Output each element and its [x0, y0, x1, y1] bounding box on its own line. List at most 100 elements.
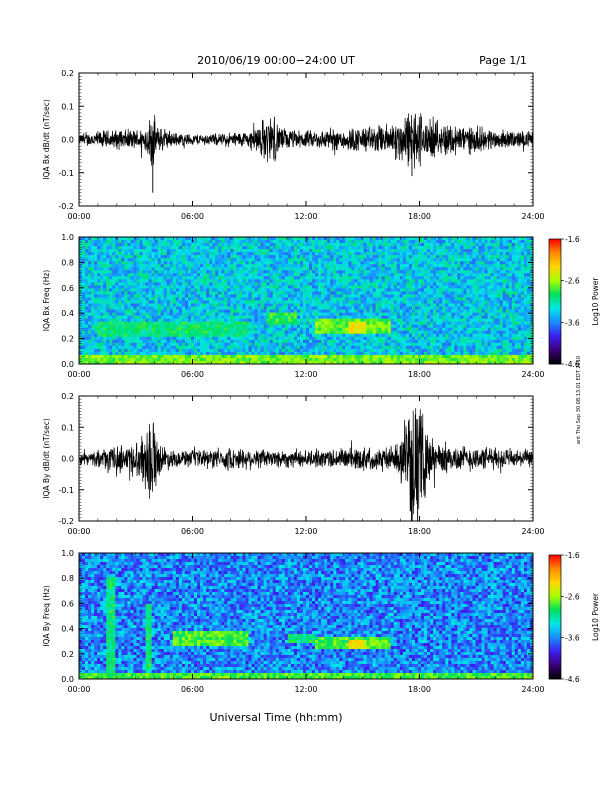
spectrogram-cell — [375, 279, 379, 283]
spectrogram-cell — [154, 357, 158, 362]
spectrogram-cell — [88, 354, 92, 359]
spectrogram-cell — [85, 237, 89, 241]
spectrogram-cell — [424, 339, 428, 344]
spectrogram-cell — [145, 312, 149, 316]
spectrogram-cell — [82, 294, 86, 298]
spectrogram-cell — [417, 333, 422, 338]
spectrogram-cell — [230, 297, 234, 301]
spectrogram-cell — [348, 315, 352, 319]
spectrogram-cell — [260, 312, 264, 316]
spectrogram-cell — [124, 279, 128, 283]
spectrogram-cell — [321, 267, 325, 271]
spectrogram-cell — [218, 342, 222, 347]
spectrogram-cell — [203, 351, 207, 356]
spectrogram-cell — [275, 309, 280, 313]
spectrogram-cell — [109, 309, 113, 313]
spectrogram-cell — [163, 306, 168, 310]
spectrogram-cell — [203, 312, 207, 316]
spectrogram-cell — [281, 288, 286, 292]
spectrogram-cell — [287, 264, 292, 268]
spectrogram-cell — [399, 321, 404, 325]
spectrogram-cell — [139, 279, 143, 283]
spectrogram-cell — [417, 270, 422, 274]
spectrogram-cell — [272, 255, 277, 259]
spectrogram-cell — [215, 279, 219, 283]
spectrogram-cell — [360, 240, 364, 244]
spectrogram-cell — [405, 303, 410, 307]
spectrogram-cell — [106, 291, 110, 295]
spectrogram-cell — [127, 300, 131, 304]
spectrogram-cell — [166, 273, 171, 277]
spectrogram-cell — [133, 333, 137, 338]
spectrogram-cell — [263, 288, 267, 292]
spectrogram-cell — [375, 255, 379, 259]
spectrogram-cell — [421, 303, 425, 307]
spectrogram-cell — [266, 336, 270, 341]
spectrogram-cell — [103, 357, 107, 362]
spectrogram-cell — [414, 360, 419, 365]
spectrogram-cell — [227, 309, 231, 313]
spectrogram-cell — [157, 312, 162, 316]
spectrogram-cell — [230, 318, 234, 322]
spectrogram-cell — [133, 285, 137, 289]
spectrogram-cell — [209, 288, 213, 292]
spectrogram-cell — [139, 345, 143, 350]
spectrogram-cell — [172, 261, 177, 265]
spectrogram-cell — [275, 312, 280, 316]
spectrogram-cell — [360, 243, 364, 247]
spectrogram-cell — [263, 291, 267, 295]
spectrogram-cell — [169, 309, 174, 313]
spectrogram-cell — [360, 261, 364, 265]
spectrogram-cell — [272, 345, 277, 350]
spectrogram-cell — [302, 240, 307, 244]
spectrogram-cell — [384, 309, 389, 313]
spectrogram-cell — [260, 354, 264, 359]
spectrogram-cell — [369, 297, 373, 301]
spectrogram-cell — [145, 297, 149, 301]
spectrogram-cell — [327, 357, 331, 362]
spectrogram-cell — [166, 264, 171, 268]
spectrogram-cell — [387, 351, 392, 356]
spectrogram-cell — [181, 255, 186, 259]
spectrogram-cell — [109, 282, 113, 286]
spectrogram-cell — [227, 270, 231, 274]
spectrogram-cell — [103, 312, 107, 316]
spectrogram-cell — [372, 336, 376, 341]
spectrogram-cell — [115, 333, 119, 338]
spectrogram-cell — [184, 339, 189, 344]
spectrogram-cell — [424, 348, 428, 353]
spectrogram-cell — [239, 312, 243, 316]
spectrogram-cell — [284, 360, 289, 365]
spectrogram-cell — [342, 318, 346, 322]
spectrogram-cell — [218, 270, 222, 274]
spectrogram-cell — [175, 327, 180, 332]
spectrogram-cell — [172, 282, 177, 286]
spectrogram-cell — [339, 321, 343, 325]
spectrogram-cell — [342, 315, 346, 319]
spectrogram-cell — [121, 297, 125, 301]
spectrogram-cell — [224, 354, 228, 359]
spectrogram-cell — [348, 330, 352, 335]
spectrogram-cell — [333, 243, 337, 247]
spectrogram-cell — [312, 327, 316, 332]
spectrogram-cell — [200, 339, 204, 344]
spectrogram-cell — [272, 258, 277, 262]
spectrogram-cell — [263, 267, 267, 271]
spectrogram-cell — [124, 246, 128, 250]
spectrogram-cell — [348, 357, 352, 362]
spectrogram-cell — [245, 357, 249, 362]
spectrogram-cell — [366, 258, 370, 262]
spectrogram-cell — [348, 354, 352, 359]
spectrogram-cell — [293, 261, 298, 265]
spectrogram-cell — [236, 291, 240, 295]
x-tick-label: 00:00 — [67, 212, 90, 221]
spectrogram-cell — [257, 243, 261, 247]
spectrogram-cell — [121, 285, 125, 289]
spectrogram-cell — [306, 321, 310, 325]
spectrogram-cell — [82, 264, 86, 268]
spectrogram-cell — [248, 267, 252, 271]
spectrogram-cell — [139, 360, 143, 365]
spectrogram-cell — [79, 252, 83, 256]
spectrogram-cell — [166, 303, 171, 307]
spectrogram-cell — [318, 318, 322, 322]
